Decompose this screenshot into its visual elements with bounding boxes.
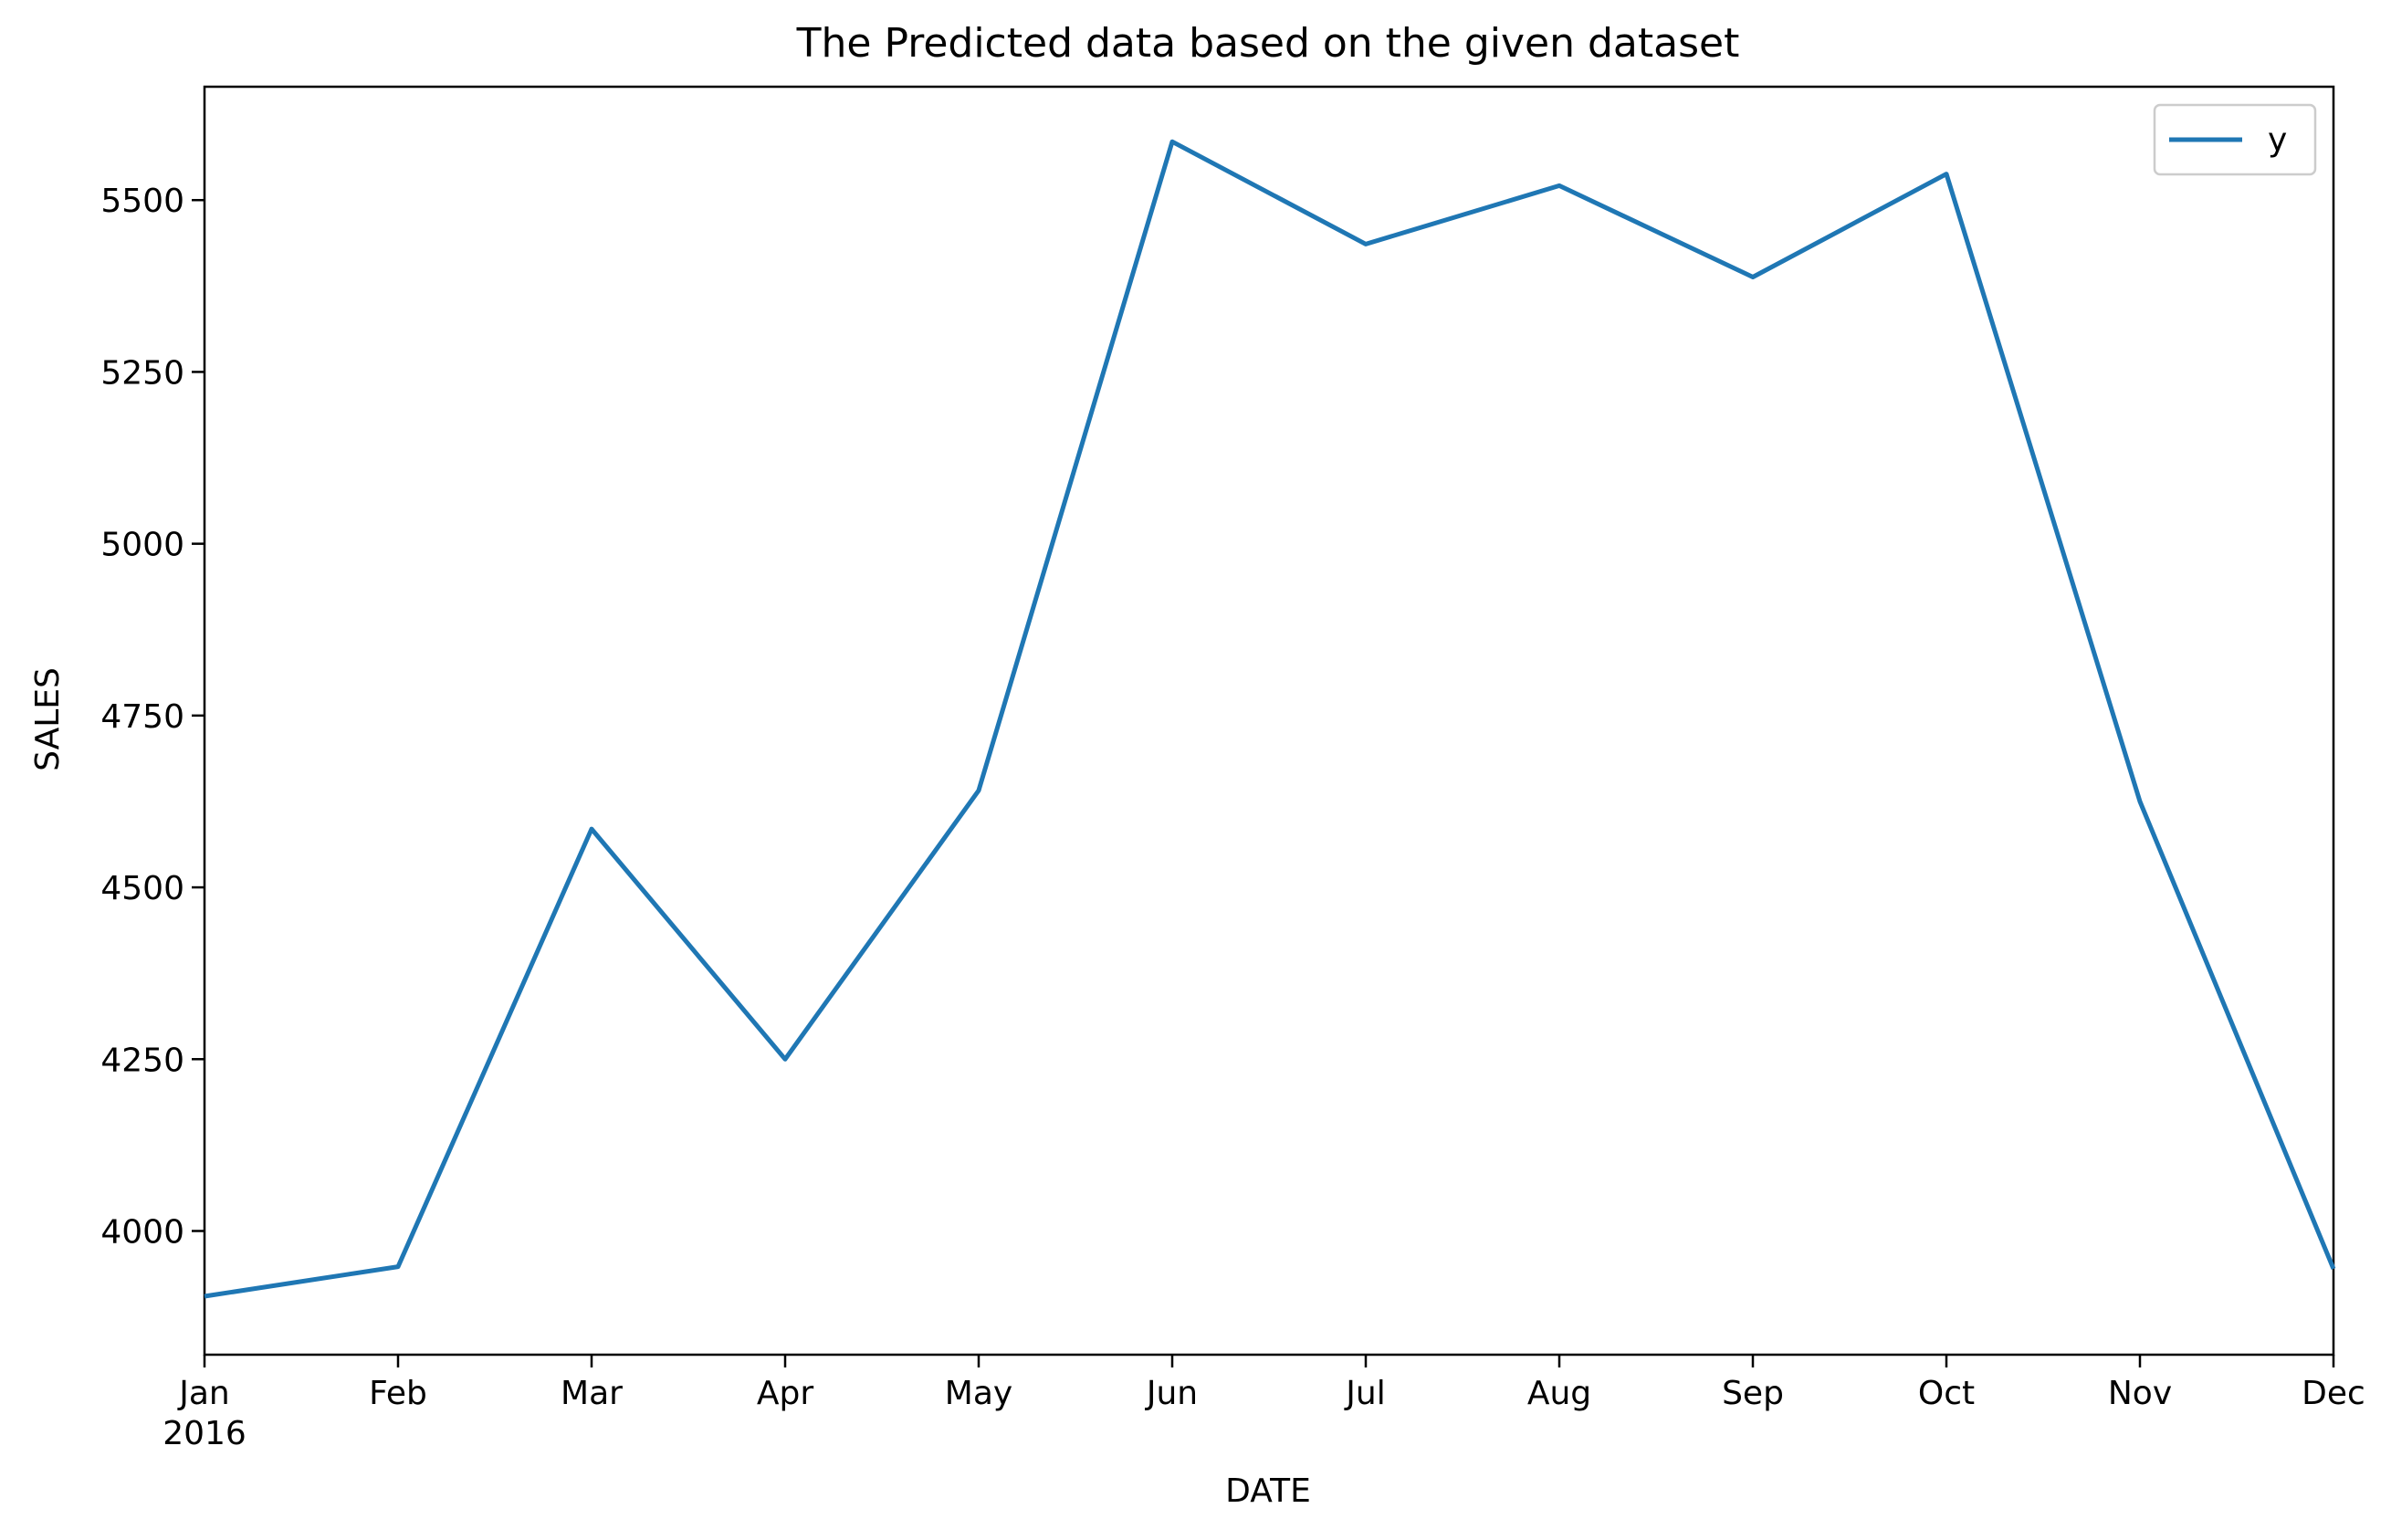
legend: y xyxy=(2153,103,2317,176)
y-tick-label: 5500 xyxy=(100,183,184,220)
x-axis: Jan Feb Mar Apr May Jun Jul Aug Sep Oct Nov Dec 2016 xyxy=(163,1355,2365,1452)
x-axis-label: DATE xyxy=(1225,1472,1311,1510)
x-tick-label: May xyxy=(945,1375,1012,1412)
y-tick-label: 4500 xyxy=(100,870,184,907)
x-tick-label: Aug xyxy=(1527,1375,1591,1412)
y-tick-label: 5000 xyxy=(100,527,184,564)
x-tick-year-label: 2016 xyxy=(163,1415,246,1452)
x-tick-label: Feb xyxy=(369,1375,427,1412)
x-tick-label: Jul xyxy=(1344,1375,1385,1412)
y-tick-label: 4000 xyxy=(100,1213,184,1251)
y-tick-label: 5250 xyxy=(100,354,184,392)
y-tick-label: 4250 xyxy=(100,1042,184,1079)
x-tick-label: Sep xyxy=(1722,1375,1784,1412)
y-tick-label: 4750 xyxy=(100,698,184,736)
plot-area xyxy=(203,85,2336,1357)
x-tick-label: Mar xyxy=(561,1375,623,1412)
y-axis-label: SALES xyxy=(29,667,67,771)
x-tick-label: Apr xyxy=(757,1375,813,1412)
y-axis: 4000 4250 4500 4750 5000 5250 5500 xyxy=(100,183,204,1251)
x-tick-label: Jun xyxy=(1145,1375,1198,1412)
x-tick-label: Dec xyxy=(2302,1375,2365,1412)
series-line-y xyxy=(204,139,2336,1299)
x-tick-label: Jan xyxy=(177,1375,230,1412)
x-tick-label: Nov xyxy=(2108,1375,2172,1412)
chart-title: The Predicted data based on the given da… xyxy=(796,20,1740,67)
plot-frame xyxy=(203,85,2335,1357)
x-tick-label: Oct xyxy=(1918,1375,1975,1412)
legend-label: y xyxy=(2268,121,2287,159)
